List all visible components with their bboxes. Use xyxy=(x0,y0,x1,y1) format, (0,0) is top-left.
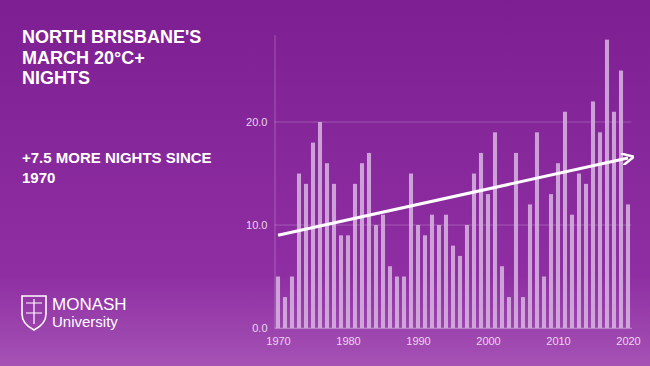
bar xyxy=(409,174,413,328)
y-tick: 10.0 xyxy=(246,219,274,231)
bar xyxy=(388,266,392,328)
bar xyxy=(605,40,609,328)
bar xyxy=(500,266,504,328)
bar xyxy=(612,112,616,328)
x-axis-line xyxy=(275,328,632,329)
bar xyxy=(584,184,588,328)
bar xyxy=(493,132,497,328)
bar xyxy=(619,71,623,328)
x-tick-label: 1990 xyxy=(406,335,430,347)
x-tick-label: 1980 xyxy=(336,335,360,347)
bar xyxy=(521,297,525,328)
logo-name: MONASH xyxy=(52,295,127,314)
bar xyxy=(535,132,539,328)
bar xyxy=(360,163,364,328)
y-tick-label: 10.0 xyxy=(246,219,267,231)
x-axis: 1970 1980 1990 2000 2010 2020 xyxy=(266,328,640,347)
bar xyxy=(346,235,350,328)
grid xyxy=(275,122,632,328)
bar xyxy=(297,174,301,328)
bar xyxy=(486,194,490,328)
bar xyxy=(528,204,532,328)
x-tick: 1990 xyxy=(406,328,430,347)
subtitle-line: +7.5 MORE NIGHTS SINCE xyxy=(22,149,212,166)
bar xyxy=(479,153,483,328)
bar xyxy=(591,101,595,328)
bar xyxy=(472,174,476,328)
x-tick-label: 2020 xyxy=(616,335,640,347)
background xyxy=(0,0,650,366)
title-line: NORTH BRISBANE'S xyxy=(22,27,201,47)
y-axis: 0.0 10.0 20.0 xyxy=(246,35,275,334)
bar xyxy=(325,163,329,328)
y-axis-line xyxy=(275,35,276,329)
bar xyxy=(458,256,462,328)
bar xyxy=(563,112,567,328)
y-tick-label: 0.0 xyxy=(252,322,267,334)
x-tick: 2020 xyxy=(616,328,640,347)
bar xyxy=(353,184,357,328)
x-tick-label: 2000 xyxy=(476,335,500,347)
bar xyxy=(423,235,427,328)
bar xyxy=(430,215,434,328)
bar xyxy=(304,184,308,328)
grid-line xyxy=(275,122,632,123)
bar xyxy=(339,235,343,328)
bar xyxy=(367,153,371,328)
title-line: NIGHTS xyxy=(22,68,90,88)
x-tick: 2010 xyxy=(546,328,570,347)
x-tick: 1980 xyxy=(336,328,360,347)
y-tick: 0.0 xyxy=(252,322,274,334)
trend-arrow xyxy=(278,158,628,235)
x-tick-label: 2010 xyxy=(546,335,570,347)
bar xyxy=(542,277,546,328)
bar xyxy=(577,174,581,328)
bar xyxy=(465,225,469,328)
bar xyxy=(402,277,406,328)
x-tick: 2000 xyxy=(476,328,500,347)
bar xyxy=(290,277,294,328)
bar xyxy=(374,225,378,328)
bar xyxy=(598,132,602,328)
bar xyxy=(311,143,315,328)
y-tick: 20.0 xyxy=(246,116,274,128)
bar xyxy=(549,194,553,328)
bar xyxy=(416,225,420,328)
logo-shield xyxy=(22,296,46,330)
bar xyxy=(437,225,441,328)
bar xyxy=(283,297,287,328)
bar xyxy=(332,184,336,328)
title: NORTH BRISBANE'SMARCH 20°C+NIGHTS xyxy=(22,27,201,88)
bar xyxy=(570,215,574,328)
bar xyxy=(395,277,399,328)
bar xyxy=(626,204,630,328)
logo-subname: University xyxy=(52,313,118,330)
bar xyxy=(451,246,455,328)
chart: 0.0 10.0 20.0 1970 1980 1990 2000 2010 2020 NORTH… xyxy=(0,0,650,366)
y-tick-label: 20.0 xyxy=(246,116,267,128)
bar xyxy=(381,215,385,328)
bar xyxy=(444,215,448,328)
bar xyxy=(276,277,280,328)
subtitle: +7.5 MORE NIGHTS SINCE 1970 xyxy=(22,149,212,186)
subtitle-line: 1970 xyxy=(22,169,55,186)
title-line: MARCH 20°C+ xyxy=(22,48,145,68)
bar xyxy=(556,163,560,328)
bar xyxy=(514,153,518,328)
plot-area xyxy=(276,40,630,328)
bar xyxy=(507,297,511,328)
x-tick: 1970 xyxy=(266,328,290,347)
x-tick-label: 1970 xyxy=(266,335,290,347)
logo-emblem xyxy=(26,299,42,324)
logo: MONASHUniversity xyxy=(22,295,127,330)
